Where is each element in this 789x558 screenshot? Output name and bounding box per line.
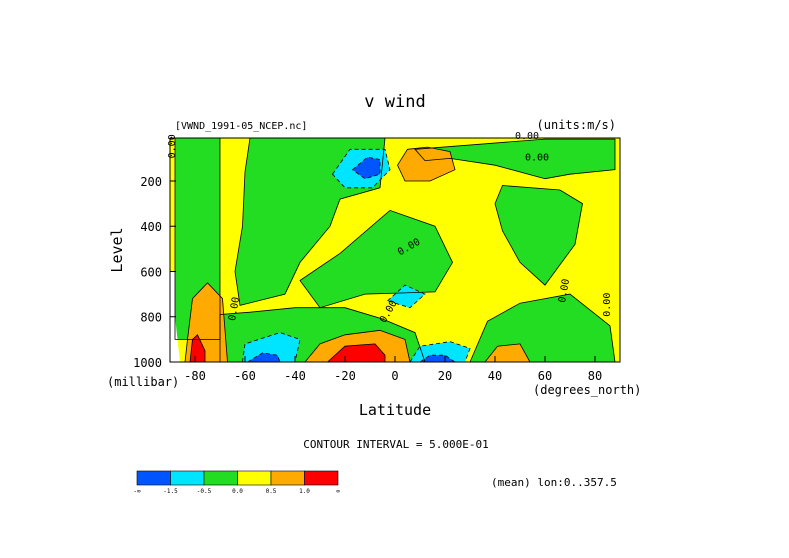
zero-contour-label: 0.00	[557, 278, 572, 304]
contour-region-2	[415, 139, 615, 179]
contour-region-13	[420, 355, 455, 362]
contour-region-4	[300, 210, 453, 308]
zero-contour-label: 0.00	[515, 131, 539, 142]
contour-region-18	[327, 343, 385, 362]
x-axis-unit: (degrees_north)	[533, 383, 641, 397]
contour-line-14	[397, 146, 456, 182]
contour-line-4	[299, 209, 453, 309]
legend-label: -0.5	[197, 488, 212, 495]
contour-regions	[170, 138, 615, 362]
legend-swatch	[304, 470, 339, 486]
y-axis-unit: (millibar)	[107, 375, 179, 389]
contour-line-2	[414, 138, 616, 180]
x-tick-label: -60	[234, 369, 256, 383]
y-tick-label: 400	[140, 220, 162, 234]
contour-lines	[174, 137, 616, 363]
chart-title: v wind	[364, 92, 425, 112]
x-tick-label: 20	[438, 369, 452, 383]
legend-swatch	[203, 470, 238, 486]
x-tick-label: 80	[588, 369, 602, 383]
file-label: [VWND_1991-05_NCEP.nc]	[175, 121, 307, 132]
contour-region-9	[242, 332, 300, 362]
y-tick-label: 200	[140, 175, 162, 189]
contour-line-11	[351, 156, 381, 180]
zero-contour-label: 0.00	[167, 134, 178, 158]
x-tick-label: -80	[184, 369, 206, 383]
contour-interval-text: CONTOUR INTERVAL = 5.000E-01	[303, 438, 488, 451]
legend-swatch	[136, 470, 171, 486]
color-legend: -∞ -1.5 -0.5 0.0 0.5 1.0 ∞	[133, 470, 340, 495]
contour-region-10	[410, 341, 470, 362]
contour-region-14	[397, 147, 455, 181]
legend-label: 0.5	[266, 488, 277, 495]
units-label: (units:m/s)	[537, 118, 616, 132]
contour-line-7	[331, 148, 391, 189]
contour-region-8	[387, 285, 425, 308]
y-tick-label: 800	[140, 311, 162, 325]
x-tick-label: 40	[488, 369, 502, 383]
x-tick-label: -40	[284, 369, 306, 383]
x-tick-label: -20	[334, 369, 356, 383]
legend-label: ∞	[336, 488, 340, 495]
mean-lon-text: (mean) lon:0..357.5	[491, 476, 617, 489]
contour-line-8	[386, 284, 426, 309]
legend-swatch	[170, 470, 205, 486]
y-axis: 200 400 600 800 1000	[133, 175, 176, 370]
legend-label: -1.5	[163, 488, 178, 495]
legend-label: 0.0	[232, 488, 243, 495]
x-tick-label: 0	[391, 369, 398, 383]
legend-label: 1.0	[299, 488, 310, 495]
y-tick-label: 1000	[133, 356, 162, 370]
legend-swatch	[270, 470, 305, 486]
zero-contour-label: 0.00	[602, 293, 613, 317]
y-tick-label: 600	[140, 265, 162, 279]
contour-region-12	[247, 352, 280, 362]
legend-swatch	[237, 470, 272, 486]
x-axis: -80 -60 -40 -20 0 20 40 60 80	[184, 356, 602, 383]
legend-label: -∞	[133, 488, 141, 495]
contour-line-3	[494, 185, 583, 286]
x-tick-label: 60	[538, 369, 552, 383]
plot-area: 0.00 0.000.000.000.000.000.000.00	[167, 131, 621, 363]
zero-contour-label: 0.00	[525, 153, 549, 164]
contour-region-11	[352, 157, 380, 179]
contour-region-19	[190, 334, 205, 362]
x-axis-label: Latitude	[359, 401, 431, 419]
contour-region-3	[495, 185, 583, 286]
contour-region-17	[485, 343, 530, 362]
y-axis-label: Level	[108, 227, 126, 272]
zero-contour-label: 0.00	[227, 296, 242, 322]
